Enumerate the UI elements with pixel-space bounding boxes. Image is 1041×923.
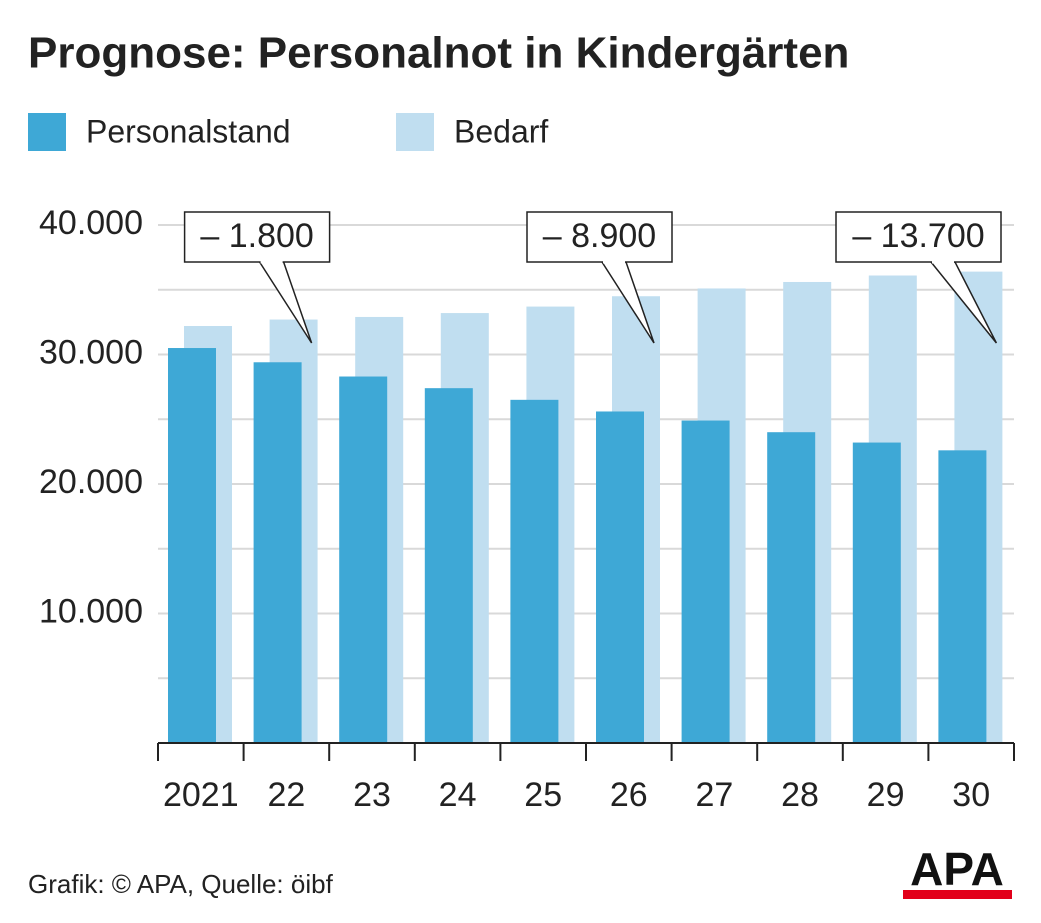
bar (510, 399, 559, 743)
annotation-box (183, 211, 331, 263)
legend-label: Personalstand (86, 113, 291, 149)
chart-title: Prognose: Personalnot in Kindergärten (28, 29, 849, 78)
y-tick-label: 30.000 (39, 333, 143, 371)
annotation: – 13.700 (835, 211, 1002, 344)
annotation-label: – 8.900 (543, 217, 656, 255)
x-tick-label: 24 (439, 776, 477, 814)
x-tick-label: 25 (524, 776, 562, 814)
logo-bar (903, 890, 1012, 899)
x-tick-label: 29 (867, 776, 905, 814)
legend-swatch (28, 113, 66, 151)
footer: Grafik: © APA, Quelle: öibf (28, 869, 334, 899)
x-tick-label: 27 (695, 776, 733, 814)
y-tick-label: 40.000 (39, 204, 143, 242)
x-tick-label: 2021 (163, 776, 239, 814)
x-tick-label: 22 (267, 776, 305, 814)
y-tick-label: 20.000 (39, 463, 143, 501)
legend-label: Bedarf (454, 113, 548, 149)
y-tick-label: 10.000 (39, 592, 143, 630)
bar (767, 432, 816, 743)
bar (424, 388, 473, 743)
legend-swatch (396, 113, 434, 151)
x-tick-label: 26 (610, 776, 648, 814)
bar (938, 450, 987, 743)
bar (168, 348, 216, 743)
bar (596, 411, 644, 743)
annotation-box (835, 211, 1002, 263)
annotation-label: – 13.700 (852, 217, 984, 255)
bar (852, 442, 901, 743)
annotation-label: – 1.800 (200, 217, 313, 255)
x-tick-label: 23 (353, 776, 391, 814)
annotation-box (526, 211, 673, 263)
annotation: – 8.900 (526, 211, 673, 344)
x-tick-label: 28 (781, 776, 819, 814)
logo-text: APA (910, 843, 1004, 895)
x-tick-label: 30 (952, 776, 990, 814)
logo: APA (903, 843, 1012, 899)
annotation: – 1.800 (183, 211, 331, 344)
bar (253, 362, 302, 743)
bar (681, 420, 730, 743)
bar (339, 376, 388, 743)
